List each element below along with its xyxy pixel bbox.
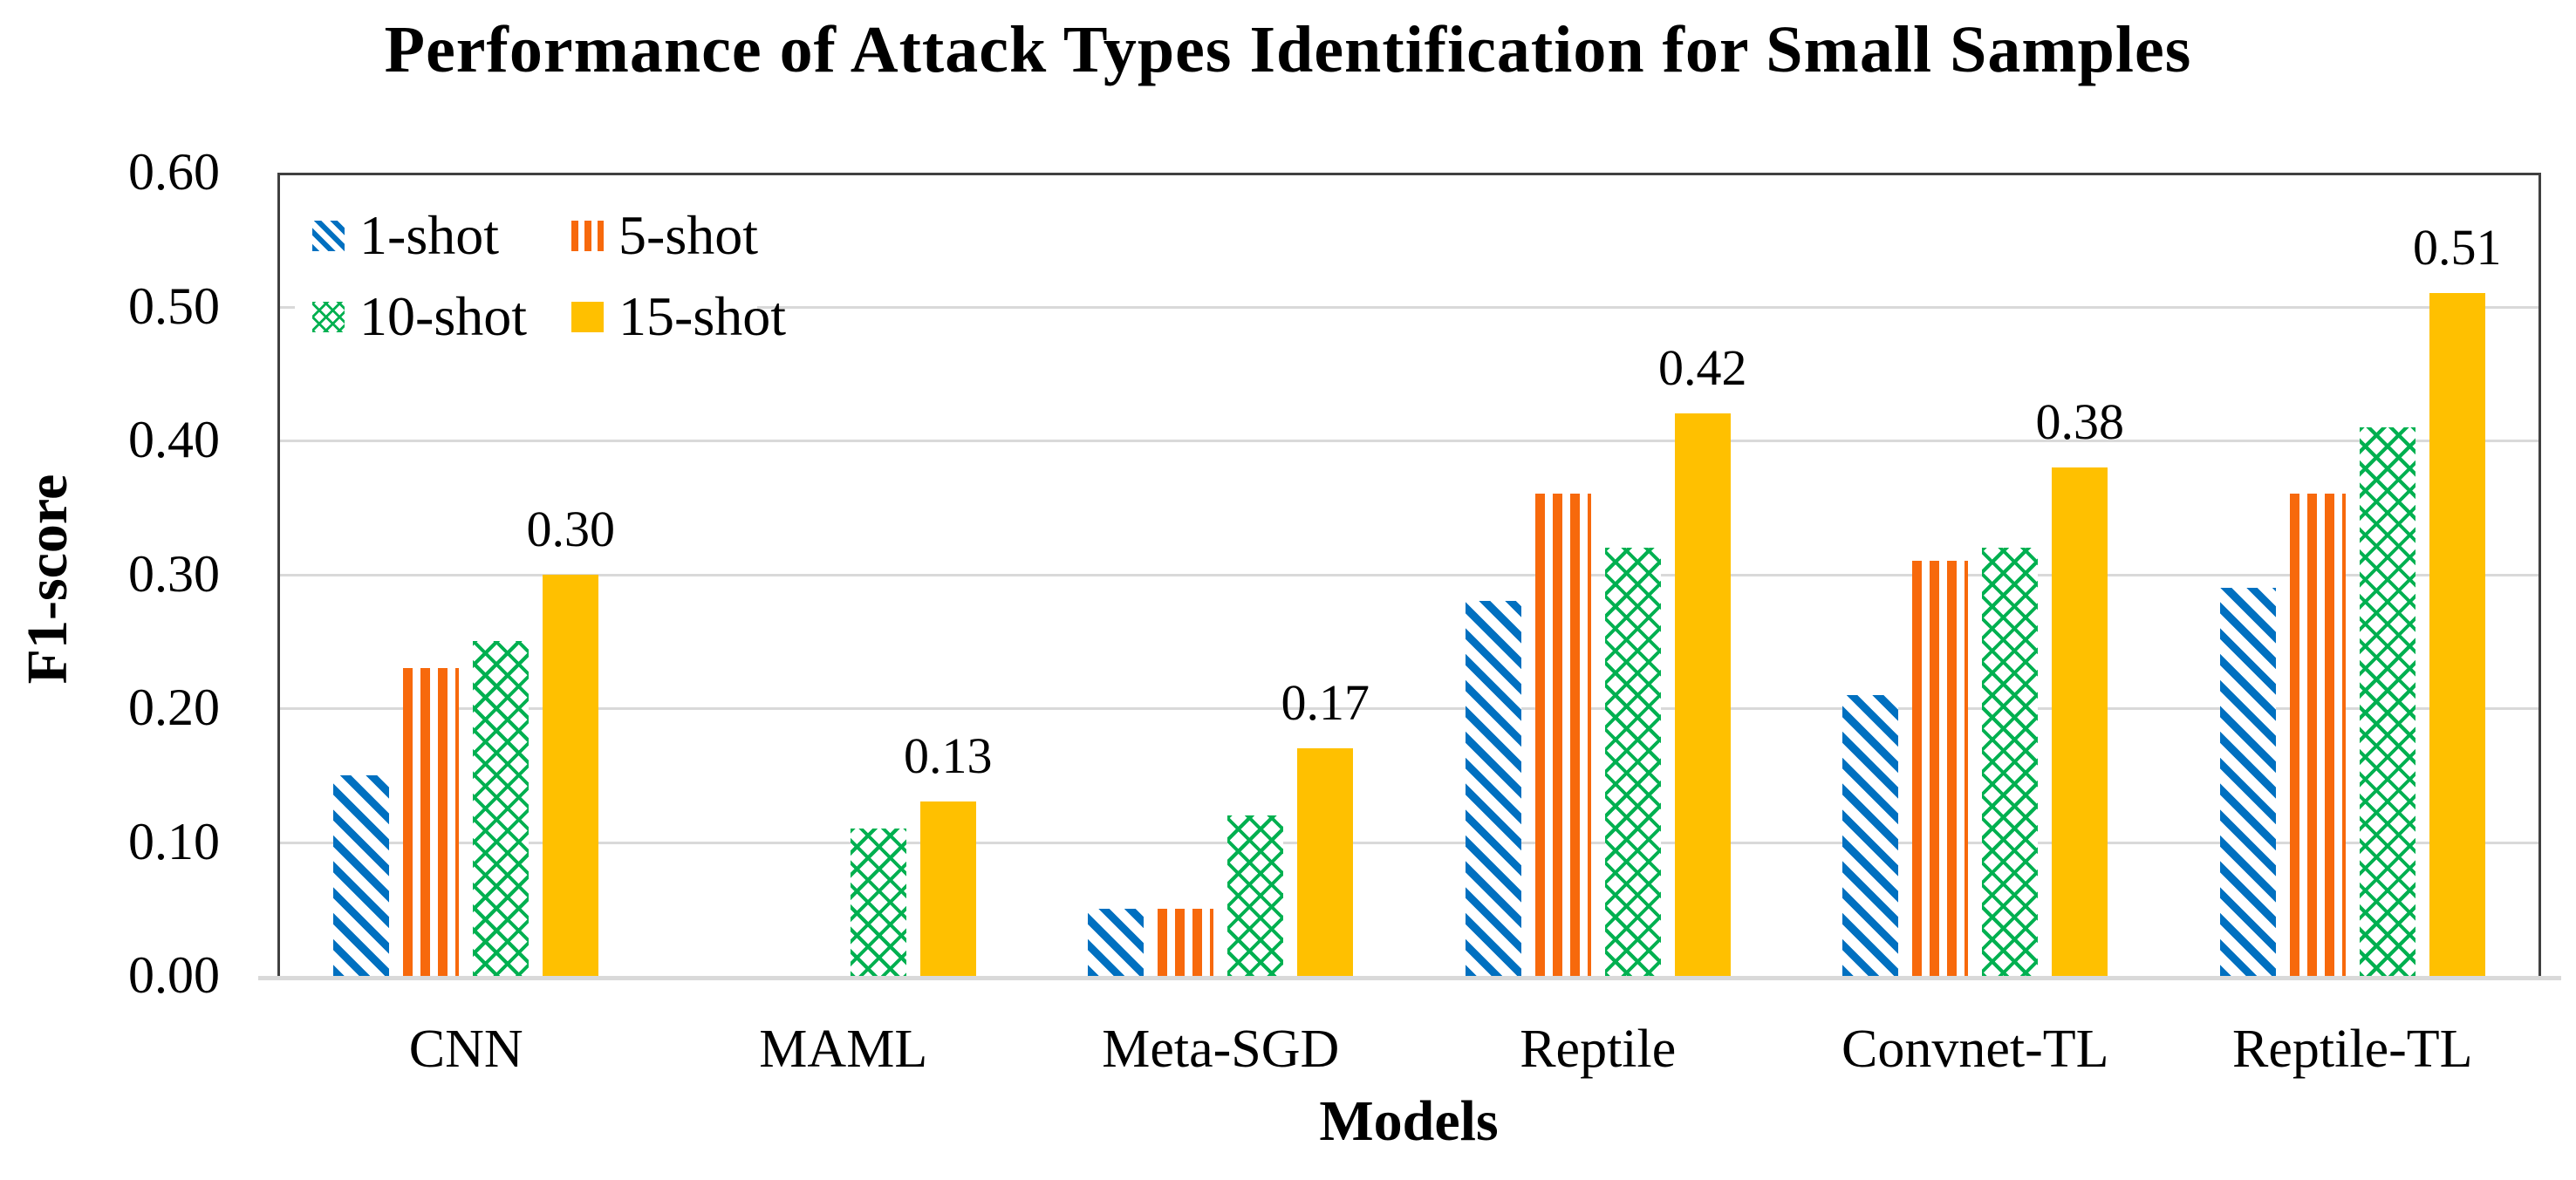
legend-swatch-crosshatch-icon: [312, 301, 345, 332]
bar-CNN-15-shot: [543, 574, 599, 976]
bar-value-label: 0.30: [526, 500, 616, 557]
category-label: CNN: [408, 1020, 523, 1079]
bar-value-label: 0.38: [2035, 392, 2125, 450]
bar-Meta-SGD-1-shot: [1088, 909, 1145, 976]
legend-item-15-shot: 15-shot: [571, 285, 786, 347]
bar-Convnet-TL-1-shot: [1842, 694, 1899, 976]
bar-value-label: 0.13: [904, 727, 993, 785]
bar-Convnet-TL-5-shot: [1912, 561, 1969, 976]
x-axis-line: [258, 976, 2561, 980]
gridline: [277, 573, 2541, 576]
y-tick-label: 0.50: [128, 276, 220, 335]
legend-label: 1-shot: [359, 204, 499, 266]
bar-Convnet-TL-15-shot: [2052, 467, 2108, 976]
bar-Meta-SGD-10-shot: [1227, 815, 1284, 976]
bar-Reptile-5-shot: [1534, 494, 1591, 976]
bar-Reptile-TL-15-shot: [2429, 293, 2485, 976]
bar-Reptile-TL-10-shot: [2359, 426, 2415, 976]
bar-CNN-1-shot: [333, 774, 390, 976]
bar-Reptile-15-shot: [1674, 413, 1731, 976]
legend-item-1-shot: 1-shot: [312, 204, 499, 266]
legend-swatch-vertical-stripes-icon: [571, 220, 604, 251]
bar-MAML-10-shot: [850, 829, 906, 976]
category-label: Reptile-TL: [2232, 1020, 2473, 1079]
gridline: [277, 841, 2541, 844]
bar-Meta-SGD-15-shot: [1297, 748, 1354, 976]
y-tick-label: 0.20: [128, 679, 220, 736]
y-tick-label: 0.00: [128, 946, 220, 1004]
legend-label: 5-shot: [618, 204, 758, 266]
category-label: Reptile: [1520, 1020, 1677, 1079]
y-tick-label: 0.10: [128, 812, 220, 870]
chart-title: Performance of Attack Types Identificati…: [384, 13, 2192, 86]
x-axis-title: Models: [1319, 1089, 1499, 1153]
bar-Reptile-1-shot: [1465, 601, 1521, 976]
bar-Reptile-TL-1-shot: [2219, 587, 2276, 976]
category-label: Convnet-TL: [1841, 1020, 2109, 1079]
category-label: MAML: [759, 1020, 928, 1079]
legend: 1-shot 5-shot 10-shot 15-shot: [295, 201, 786, 351]
bar-value-label: 0.51: [2413, 219, 2502, 276]
bar-Reptile-10-shot: [1604, 547, 1661, 976]
y-tick-label: 0.40: [128, 411, 220, 468]
category-label: Meta-SGD: [1102, 1020, 1340, 1079]
legend-label: 10-shot: [359, 285, 527, 347]
bar-Meta-SGD-5-shot: [1158, 909, 1214, 976]
gridline: [277, 305, 2541, 309]
bar-CNN-10-shot: [473, 641, 530, 976]
legend-swatch-solid-icon: [571, 301, 604, 332]
bar-value-label: 0.17: [1281, 674, 1370, 732]
bar-Reptile-TL-5-shot: [2289, 494, 2346, 976]
gridline: [277, 707, 2541, 710]
legend-item-10-shot: 10-shot: [312, 285, 527, 347]
y-tick-label: 0.30: [128, 544, 220, 603]
bar-CNN-5-shot: [403, 667, 460, 976]
bar-MAML-15-shot: [919, 801, 976, 976]
gridline: [277, 440, 2541, 442]
legend-label: 15-shot: [618, 285, 786, 347]
legend-item-5-shot: 5-shot: [571, 204, 758, 266]
bar-value-label: 0.42: [1658, 339, 1747, 397]
y-tick-label: 0.60: [128, 143, 220, 201]
legend-swatch-diagonal-stripes-icon: [312, 220, 345, 251]
bar-Convnet-TL-10-shot: [1982, 547, 2039, 976]
